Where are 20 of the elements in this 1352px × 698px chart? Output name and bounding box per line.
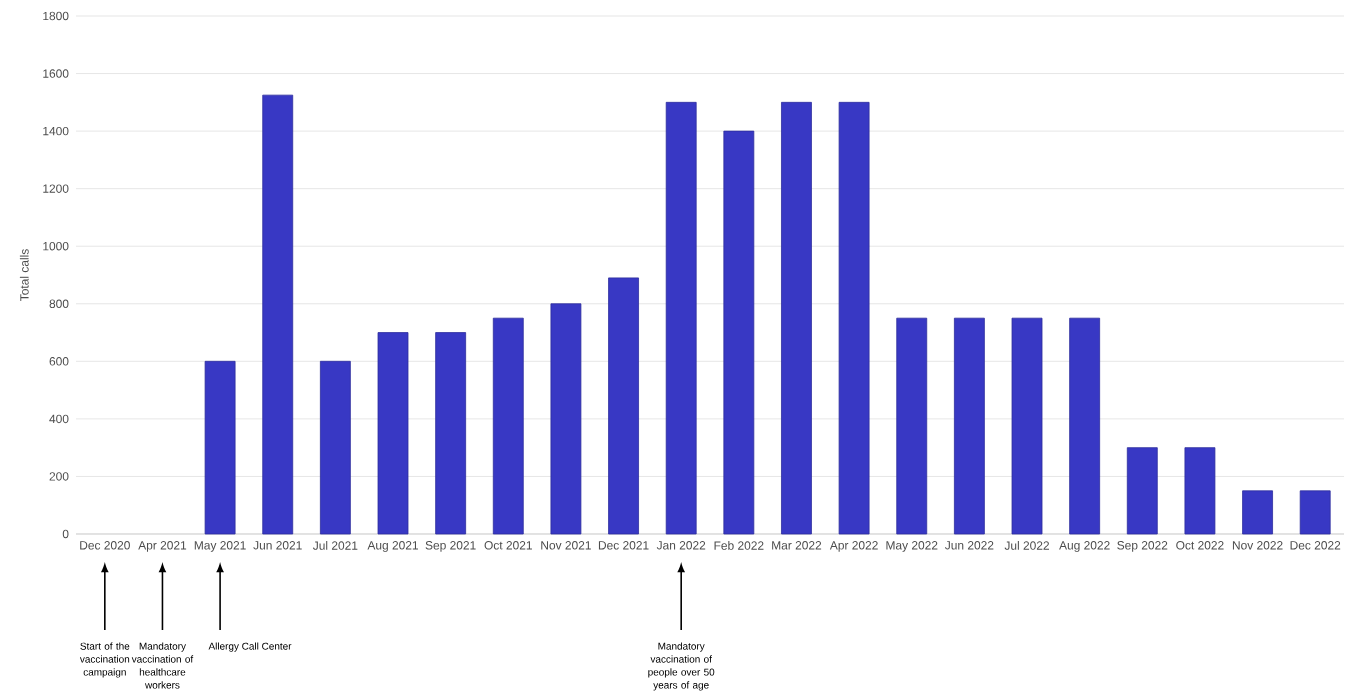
bar [953, 317, 985, 535]
bar [319, 360, 351, 535]
bar [665, 101, 697, 535]
bar [838, 101, 870, 535]
bar [550, 303, 582, 535]
bar [1126, 447, 1158, 535]
bar [723, 130, 755, 535]
bar [608, 277, 639, 535]
bar [262, 94, 294, 535]
bar [1242, 490, 1273, 535]
bar [781, 101, 812, 535]
bar [1069, 317, 1101, 535]
bar [492, 317, 524, 535]
bar [204, 360, 236, 535]
bar [1299, 490, 1331, 535]
bar [435, 332, 467, 535]
bar [1184, 447, 1216, 535]
bar [377, 332, 409, 535]
bar [1011, 317, 1043, 535]
bar [896, 317, 928, 535]
